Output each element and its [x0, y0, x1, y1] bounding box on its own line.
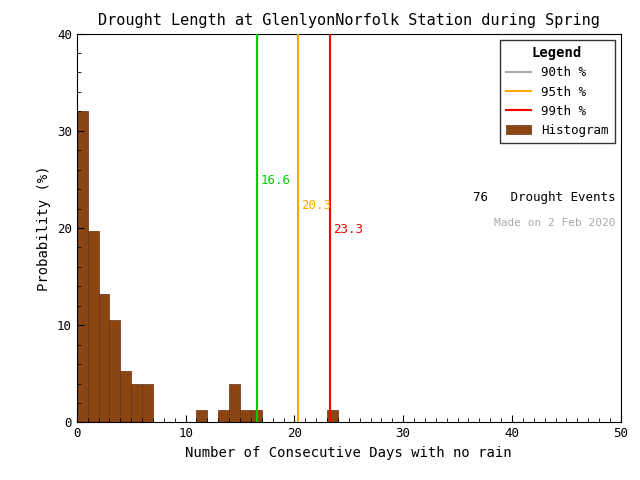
- Text: 20.3: 20.3: [301, 199, 331, 212]
- Bar: [229, 384, 240, 422]
- Bar: [240, 410, 251, 422]
- Bar: [120, 371, 131, 422]
- Bar: [142, 384, 153, 422]
- Bar: [77, 111, 88, 422]
- Text: Made on 2 Feb 2020: Made on 2 Feb 2020: [494, 218, 615, 228]
- Bar: [218, 410, 229, 422]
- Y-axis label: Probability (%): Probability (%): [37, 165, 51, 291]
- Bar: [109, 320, 120, 422]
- Text: 23.3: 23.3: [333, 223, 364, 236]
- Legend: 90th %, 95th %, 99th %, Histogram: 90th %, 95th %, 99th %, Histogram: [500, 40, 614, 144]
- Bar: [196, 410, 207, 422]
- X-axis label: Number of Consecutive Days with no rain: Number of Consecutive Days with no rain: [186, 446, 512, 460]
- Bar: [99, 294, 109, 422]
- Bar: [131, 384, 142, 422]
- Bar: [88, 231, 99, 422]
- Title: Drought Length at GlenlyonNorfolk Station during Spring: Drought Length at GlenlyonNorfolk Statio…: [98, 13, 600, 28]
- Bar: [327, 410, 338, 422]
- Text: 76   Drought Events: 76 Drought Events: [473, 191, 615, 204]
- Text: 16.6: 16.6: [260, 174, 291, 187]
- Bar: [251, 410, 262, 422]
